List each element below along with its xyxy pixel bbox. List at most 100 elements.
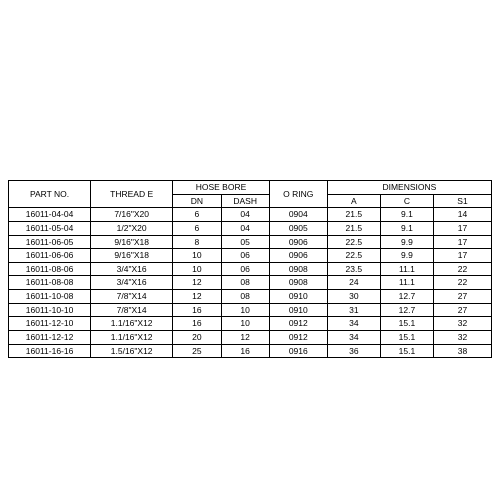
cell-s1: 17 (434, 221, 492, 235)
table-row: 16011-10-107/8"X14161009103112.727 (9, 303, 492, 317)
cell-c: 15.1 (380, 317, 433, 331)
cell-partno: 16011-12-10 (9, 317, 91, 331)
cell-dn: 16 (173, 317, 221, 331)
cell-dash: 10 (221, 317, 269, 331)
col-dn: DN (173, 194, 221, 208)
cell-thread: 7/8"X14 (91, 290, 173, 304)
cell-partno: 16011-12-12 (9, 330, 91, 344)
cell-dn: 12 (173, 290, 221, 304)
cell-thread: 1/2"X20 (91, 221, 173, 235)
cell-dn: 6 (173, 208, 221, 222)
cell-s1: 27 (434, 290, 492, 304)
cell-partno: 16011-05-04 (9, 221, 91, 235)
cell-dn: 25 (173, 344, 221, 358)
cell-oring: 0910 (269, 290, 327, 304)
cell-c: 12.7 (380, 290, 433, 304)
cell-c: 9.1 (380, 221, 433, 235)
cell-dn: 10 (173, 249, 221, 263)
cell-oring: 0905 (269, 221, 327, 235)
cell-a: 34 (327, 330, 380, 344)
cell-dash: 10 (221, 303, 269, 317)
cell-s1: 22 (434, 262, 492, 276)
cell-a: 36 (327, 344, 380, 358)
cell-thread: 7/16"X20 (91, 208, 173, 222)
cell-oring: 0906 (269, 235, 327, 249)
table-row: 16011-10-087/8"X14120809103012.727 (9, 290, 492, 304)
cell-s1: 32 (434, 330, 492, 344)
cell-dash: 08 (221, 276, 269, 290)
cell-a: 22.5 (327, 249, 380, 263)
cell-partno: 16011-06-06 (9, 249, 91, 263)
table-row: 16011-04-047/16"X20604090421.59.114 (9, 208, 492, 222)
cell-dn: 10 (173, 262, 221, 276)
spec-table: PART NO. THREAD E HOSE BORE O RING DIMEN… (8, 180, 492, 358)
cell-c: 11.1 (380, 262, 433, 276)
table-header: PART NO. THREAD E HOSE BORE O RING DIMEN… (9, 181, 492, 208)
cell-oring: 0908 (269, 262, 327, 276)
colgroup-hosebore: HOSE BORE (173, 181, 270, 195)
cell-dash: 04 (221, 208, 269, 222)
cell-partno: 16011-04-04 (9, 208, 91, 222)
cell-oring: 0910 (269, 303, 327, 317)
cell-s1: 22 (434, 276, 492, 290)
col-s1: S1 (434, 194, 492, 208)
cell-partno: 16011-08-08 (9, 276, 91, 290)
cell-thread: 1.1/16"X12 (91, 317, 173, 331)
cell-partno: 16011-10-08 (9, 290, 91, 304)
col-dash: DASH (221, 194, 269, 208)
table-row: 16011-16-161.5/16"X12251609163615.138 (9, 344, 492, 358)
cell-s1: 14 (434, 208, 492, 222)
cell-thread: 9/16"X18 (91, 235, 173, 249)
cell-dash: 05 (221, 235, 269, 249)
cell-partno: 16011-10-10 (9, 303, 91, 317)
cell-oring: 0912 (269, 317, 327, 331)
col-c: C (380, 194, 433, 208)
table-row: 16011-08-063/4"X161006090823.511.122 (9, 262, 492, 276)
cell-oring: 0906 (269, 249, 327, 263)
cell-dn: 6 (173, 221, 221, 235)
cell-dash: 06 (221, 249, 269, 263)
cell-s1: 27 (434, 303, 492, 317)
cell-a: 31 (327, 303, 380, 317)
cell-a: 34 (327, 317, 380, 331)
col-a: A (327, 194, 380, 208)
cell-dn: 12 (173, 276, 221, 290)
cell-a: 21.5 (327, 208, 380, 222)
cell-oring: 0904 (269, 208, 327, 222)
table-row: 16011-05-041/2"X20604090521.59.117 (9, 221, 492, 235)
cell-c: 15.1 (380, 330, 433, 344)
cell-c: 9.9 (380, 235, 433, 249)
cell-thread: 1.5/16"X12 (91, 344, 173, 358)
spec-table-container: PART NO. THREAD E HOSE BORE O RING DIMEN… (8, 180, 492, 358)
cell-dn: 20 (173, 330, 221, 344)
table-row: 16011-06-059/16"X18805090622.59.917 (9, 235, 492, 249)
cell-c: 12.7 (380, 303, 433, 317)
cell-partno: 16011-16-16 (9, 344, 91, 358)
cell-thread: 9/16"X18 (91, 249, 173, 263)
col-oring: O RING (269, 181, 327, 208)
cell-dn: 8 (173, 235, 221, 249)
table-body: 16011-04-047/16"X20604090421.59.11416011… (9, 208, 492, 358)
colgroup-dimensions: DIMENSIONS (327, 181, 491, 195)
col-partno: PART NO. (9, 181, 91, 208)
cell-oring: 0912 (269, 330, 327, 344)
cell-a: 22.5 (327, 235, 380, 249)
cell-dash: 12 (221, 330, 269, 344)
cell-partno: 16011-06-05 (9, 235, 91, 249)
cell-s1: 17 (434, 235, 492, 249)
cell-c: 9.9 (380, 249, 433, 263)
table-row: 16011-08-083/4"X16120809082411.122 (9, 276, 492, 290)
cell-dn: 16 (173, 303, 221, 317)
table-row: 16011-12-101.1/16"X12161009123415.132 (9, 317, 492, 331)
col-thread: THREAD E (91, 181, 173, 208)
cell-c: 11.1 (380, 276, 433, 290)
cell-oring: 0908 (269, 276, 327, 290)
cell-a: 30 (327, 290, 380, 304)
cell-c: 15.1 (380, 344, 433, 358)
cell-dash: 06 (221, 262, 269, 276)
cell-a: 21.5 (327, 221, 380, 235)
cell-c: 9.1 (380, 208, 433, 222)
cell-thread: 7/8"X14 (91, 303, 173, 317)
cell-thread: 3/4"X16 (91, 262, 173, 276)
cell-s1: 38 (434, 344, 492, 358)
